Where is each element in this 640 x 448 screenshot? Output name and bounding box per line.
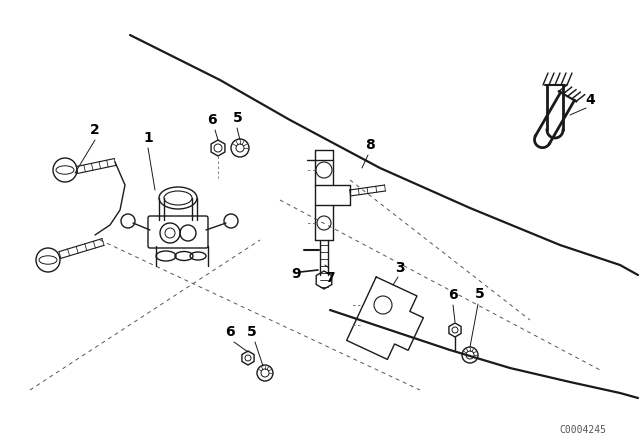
Text: 8: 8 xyxy=(365,138,375,152)
Text: 1: 1 xyxy=(143,131,153,145)
Text: 4: 4 xyxy=(585,93,595,107)
Text: 3: 3 xyxy=(395,261,405,275)
Text: 2: 2 xyxy=(90,123,100,137)
Text: 5: 5 xyxy=(247,325,257,339)
Text: 5: 5 xyxy=(233,111,243,125)
Text: 6: 6 xyxy=(448,288,458,302)
Text: 9: 9 xyxy=(291,267,301,281)
Text: 7: 7 xyxy=(325,271,335,285)
Text: 6: 6 xyxy=(207,113,217,127)
Text: 5: 5 xyxy=(475,287,485,301)
Text: 6: 6 xyxy=(225,325,235,339)
Text: C0004245: C0004245 xyxy=(559,425,607,435)
